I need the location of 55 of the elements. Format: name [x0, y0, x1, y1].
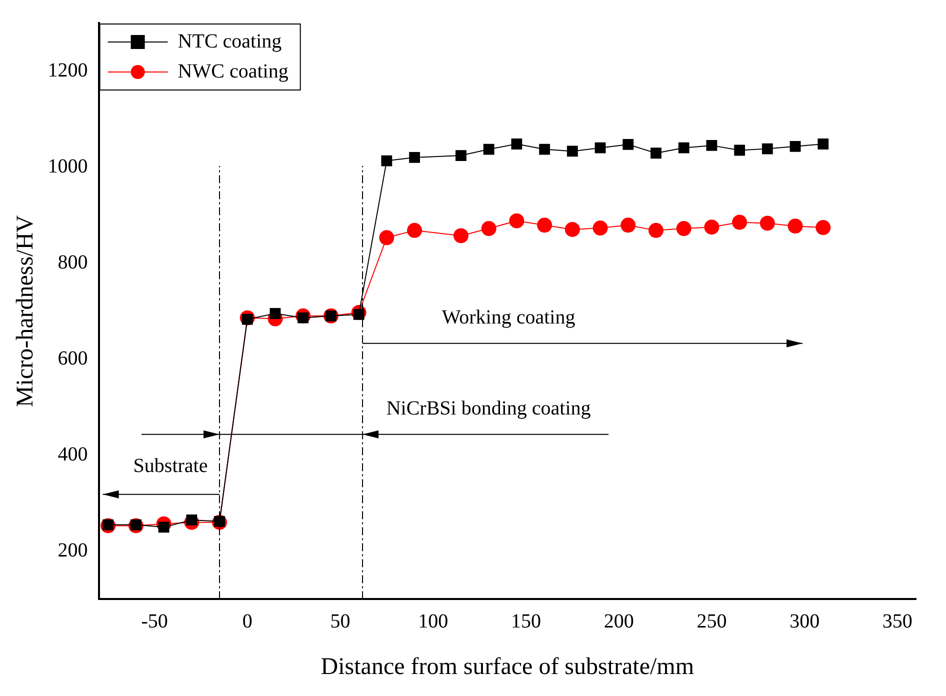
y-tick-label: 1200 — [48, 59, 88, 82]
point — [650, 148, 662, 159]
point — [648, 222, 664, 238]
point — [676, 221, 692, 236]
y-tick-label: 400 — [58, 443, 88, 466]
legend-label: NTC coating — [178, 30, 282, 52]
x-tick-label: 200 — [604, 610, 634, 632]
point — [511, 138, 522, 150]
x-tick-label: -50 — [141, 610, 168, 632]
point — [592, 220, 608, 236]
point — [481, 221, 496, 236]
point — [622, 139, 634, 150]
y-tick-label: 1000 — [48, 155, 88, 178]
point — [704, 220, 720, 235]
point — [734, 144, 746, 156]
point — [566, 146, 578, 157]
annotation: Substrate — [133, 454, 208, 477]
x-tick-label: 150 — [510, 610, 541, 632]
point — [816, 220, 831, 236]
legend-label: NWC coating — [178, 60, 288, 82]
x-tick-label: 300 — [790, 610, 820, 632]
point — [453, 228, 468, 244]
point — [537, 218, 552, 233]
point — [762, 143, 773, 154]
point — [706, 140, 718, 151]
point — [564, 222, 580, 237]
x-tick-label: 350 — [882, 610, 912, 632]
x-tick-label: 0 — [242, 610, 252, 632]
x-tick-label: 50 — [330, 610, 350, 632]
point — [270, 308, 281, 319]
x-axis-title: Distance from surface of substrate/mm — [320, 654, 694, 680]
point — [732, 214, 748, 230]
point — [620, 218, 636, 233]
x-tick-label: 100 — [418, 610, 448, 632]
y-tick-label: 800 — [58, 251, 88, 274]
point — [381, 155, 392, 166]
point — [409, 152, 420, 163]
point — [788, 218, 803, 234]
point — [407, 222, 422, 238]
point — [818, 138, 829, 150]
point — [456, 150, 466, 161]
annotation: Working coating — [442, 306, 576, 328]
point — [678, 142, 690, 154]
point — [379, 230, 394, 246]
point — [483, 144, 494, 155]
point — [539, 144, 550, 155]
y-tick-label: 600 — [58, 347, 88, 370]
y-axis-title: Micro-hardness/HV — [12, 214, 39, 408]
point — [594, 142, 606, 154]
point — [790, 140, 801, 152]
y-tick-label: 200 — [58, 539, 88, 562]
point — [509, 213, 524, 228]
point — [760, 216, 775, 231]
annotation: NiCrBSi bonding coating — [386, 397, 591, 420]
x-tick-label: 250 — [696, 610, 727, 632]
